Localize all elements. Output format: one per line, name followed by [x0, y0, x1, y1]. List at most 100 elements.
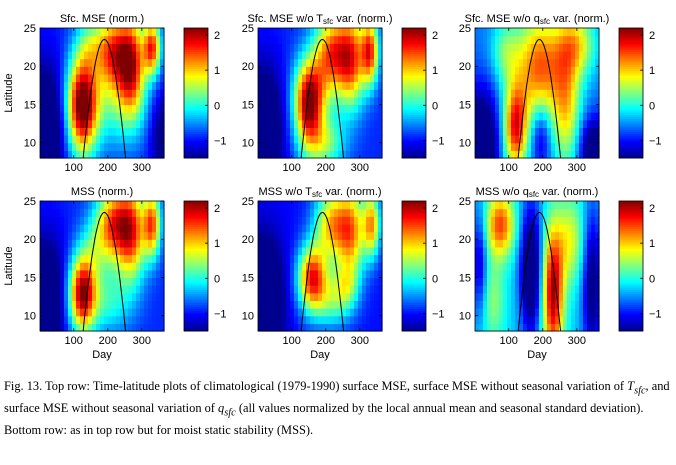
panel-title: MSS (norm.): [71, 186, 133, 198]
heat-cell: [64, 269, 69, 279]
heat-cell: [567, 89, 572, 98]
heat-cell: [310, 150, 315, 159]
heat-cell: [531, 262, 536, 271]
heat-cell: [104, 104, 109, 113]
heat-cell: [579, 246, 584, 256]
y-tick-label: 20: [24, 61, 36, 73]
heat-cell: [92, 150, 97, 159]
colorbar-cell: [184, 41, 208, 44]
heat-cell: [148, 50, 153, 60]
heat-cell: [567, 246, 572, 256]
heat-cell: [262, 73, 267, 83]
heat-cell: [479, 315, 484, 324]
heat-cell: [92, 277, 97, 286]
heat-cell: [479, 73, 484, 83]
heat-cell: [120, 315, 125, 324]
heat-cell: [88, 58, 93, 67]
heat-cell: [591, 254, 596, 263]
colorbar-cell: [619, 318, 643, 321]
heat-cell: [80, 81, 85, 90]
heat-cell: [156, 119, 161, 129]
heat-cell: [96, 277, 101, 286]
heat-cell: [366, 28, 371, 37]
heat-cell: [370, 208, 375, 217]
heat-cell: [322, 323, 327, 332]
heat-cell: [282, 277, 287, 286]
heat-cell: [543, 28, 548, 37]
y-tick-label: 15: [459, 272, 471, 284]
heat-cell: [270, 292, 275, 302]
heat-cell: [140, 315, 145, 324]
heat-cell: [503, 308, 508, 317]
heat-cell: [60, 58, 65, 67]
heat-cell: [314, 223, 319, 233]
heat-cell: [100, 142, 105, 151]
colorbar-cell: [402, 242, 426, 245]
heat-cell: [543, 135, 548, 144]
heat-cell: [366, 315, 371, 324]
heat-cell: [551, 104, 556, 113]
heat-cell: [258, 223, 263, 233]
heat-cell: [499, 112, 504, 121]
heat-cell: [64, 104, 69, 113]
heat-cell: [56, 239, 61, 248]
colorbar-cell: [184, 51, 208, 55]
heat-cell: [515, 81, 520, 90]
heat-cell: [124, 112, 129, 121]
heat-cell: [290, 127, 295, 136]
colorbar-tick-label: 1: [214, 65, 220, 77]
heat-cell: [112, 28, 117, 37]
colorbar-cell: [402, 246, 426, 250]
heat-cell: [310, 127, 315, 136]
heat-cell: [543, 292, 548, 302]
heat-cell: [80, 208, 85, 217]
heat-cell: [483, 292, 488, 302]
heat-cell: [330, 254, 335, 263]
colorbar-cell: [402, 289, 426, 293]
heat-cell: [160, 315, 165, 324]
colorbar-cell: [184, 71, 208, 74]
heat-cell: [543, 308, 548, 317]
heat-cell: [555, 112, 560, 121]
heat-cell: [346, 104, 351, 113]
heat-cell: [116, 308, 121, 317]
heat-cell: [318, 208, 323, 217]
heat-cell: [342, 269, 347, 279]
heat-cell: [483, 216, 488, 225]
heat-cell: [350, 81, 355, 90]
heat-cell: [499, 254, 504, 263]
heat-cell: [567, 119, 572, 129]
heat-cell: [100, 35, 105, 44]
colorbar-cell: [184, 140, 208, 144]
colorbar-cell: [402, 151, 426, 155]
heat-cell: [40, 73, 45, 83]
heat-cell: [44, 262, 49, 271]
heat-cell: [350, 231, 355, 240]
heat-cell: [503, 246, 508, 256]
heat-cell: [479, 292, 484, 302]
heat-cell: [587, 89, 592, 98]
heat-cell: [92, 104, 97, 113]
heat-cell: [318, 135, 323, 144]
heat-cell: [144, 269, 149, 279]
heat-cell: [483, 269, 488, 279]
x-tick-label: 100: [65, 162, 83, 174]
heat-cell: [503, 142, 508, 151]
heat-cell: [523, 216, 528, 225]
colorbar-cell: [184, 322, 208, 325]
heat-cell: [278, 315, 283, 324]
heat-cell: [487, 112, 492, 121]
heat-cell: [116, 315, 121, 324]
y-tick-label: 20: [459, 61, 471, 73]
colorbar-cell: [619, 114, 643, 118]
colorbar-cell: [619, 298, 643, 302]
colorbar-cell: [619, 103, 643, 107]
heat-cell: [547, 104, 552, 113]
colorbar-cell: [184, 216, 208, 219]
heat-cell: [302, 315, 307, 324]
heat-cell: [519, 112, 524, 121]
heat-cell: [358, 223, 363, 233]
colorbar-cell: [619, 51, 643, 55]
colorbar-cell: [184, 106, 208, 109]
heat-cell: [160, 35, 165, 44]
